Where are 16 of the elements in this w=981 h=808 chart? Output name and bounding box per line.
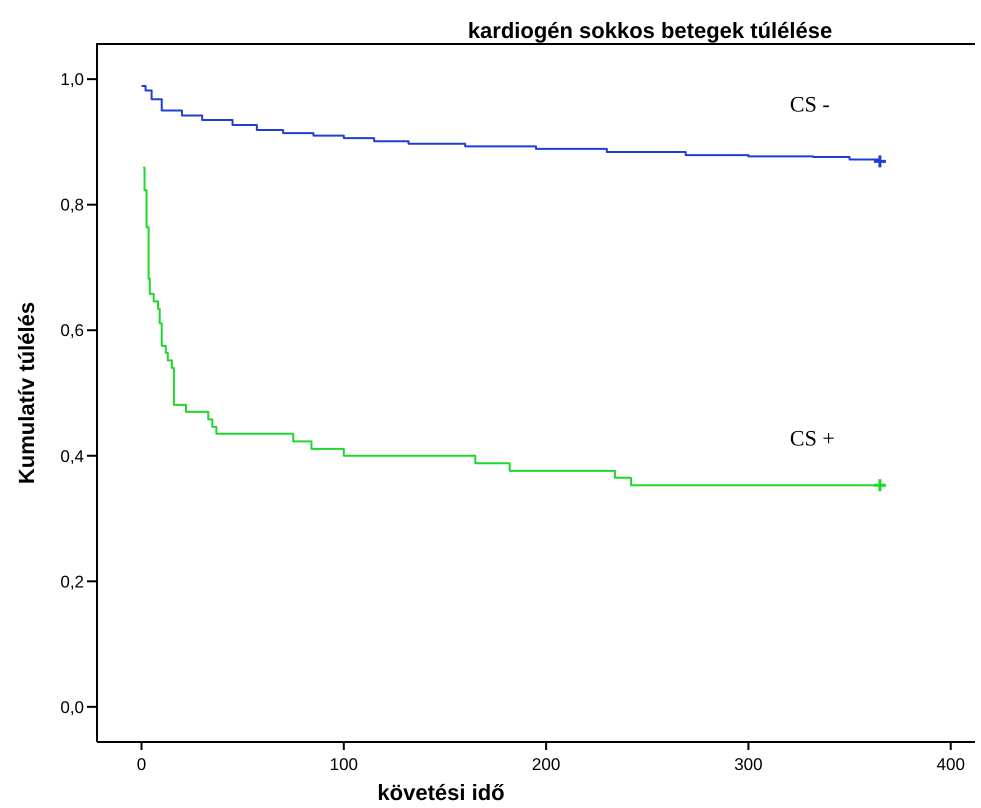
series-label: CS + xyxy=(790,425,835,450)
y-tick-label: 0,4 xyxy=(60,446,84,466)
x-tick-label: 0 xyxy=(136,755,146,774)
x-tick-label: 200 xyxy=(532,755,560,774)
y-tick-label: 0,6 xyxy=(60,321,84,340)
y-tick-label: 1,0 xyxy=(60,70,84,90)
y-tick-label: 0,8 xyxy=(60,196,84,215)
series-label: CS - xyxy=(790,91,830,116)
x-tick-label: 300 xyxy=(734,755,763,774)
y-tick-label: 0,2 xyxy=(60,572,84,592)
y-tick-label: 0,0 xyxy=(60,698,84,717)
x-tick-label: 400 xyxy=(936,755,965,774)
x-tick-label: 100 xyxy=(330,755,358,774)
y-axis-title: Kumulatív túlélés xyxy=(14,302,39,484)
x-axis-title: követési idő xyxy=(377,780,505,805)
chart-title: kardiogén sokkos betegek túlélése xyxy=(468,18,832,43)
